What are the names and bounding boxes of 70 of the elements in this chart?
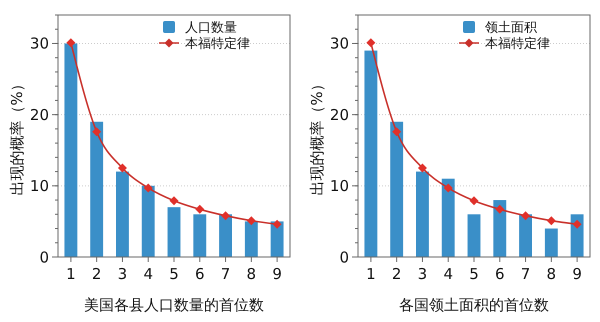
y-tick-label: 20	[30, 106, 49, 124]
point	[366, 38, 376, 48]
legend-label: 本福特定律	[185, 36, 250, 52]
y-tick-label: 10	[30, 177, 49, 196]
bar	[270, 221, 284, 257]
x-tick-label: 9	[272, 265, 282, 283]
point	[495, 204, 504, 214]
bar	[90, 122, 104, 257]
y-tick-label: 0	[339, 248, 349, 266]
point	[246, 216, 256, 226]
point	[221, 211, 230, 220]
x-tick-label: 6	[495, 265, 505, 283]
bar	[493, 200, 506, 257]
legend-label: 人口数量	[185, 20, 237, 36]
y-axis-title: 出现的概率（%）	[8, 76, 26, 196]
point	[546, 216, 556, 226]
point	[66, 38, 76, 48]
bar	[390, 122, 404, 257]
x-tick-label: 2	[392, 265, 402, 283]
y-tick-label: 20	[330, 106, 349, 124]
x-tick-label: 5	[169, 265, 179, 283]
x-tick-label: 9	[572, 265, 582, 283]
point	[418, 164, 427, 173]
bar	[64, 43, 78, 257]
bar	[519, 214, 532, 257]
point	[118, 164, 127, 173]
x-tick-label: 3	[118, 265, 128, 283]
x-tick-label: 7	[220, 265, 230, 283]
bar	[244, 221, 258, 257]
point	[272, 220, 282, 229]
x-tick-label: 8	[246, 265, 256, 283]
legend-label: 本福特定律	[485, 36, 550, 52]
x-axis-title: 各国领土面积的首位数	[399, 296, 549, 314]
y-tick-label: 30	[330, 34, 349, 53]
bar	[442, 178, 455, 257]
x-tick-label: 8	[546, 265, 556, 283]
bar	[544, 228, 558, 257]
y-tick-label: 0	[39, 248, 49, 266]
x-tick-label: 2	[92, 265, 102, 283]
legend-label: 领土面积	[485, 20, 537, 36]
x-tick-label: 1	[66, 265, 76, 283]
point	[170, 196, 178, 206]
x-tick-label: 5	[469, 265, 479, 283]
x-tick-label: 7	[520, 265, 530, 283]
bar	[168, 207, 180, 257]
point	[195, 204, 204, 214]
point	[144, 183, 153, 192]
y-tick-label: 30	[30, 34, 49, 53]
x-tick-label: 4	[143, 265, 153, 283]
point	[392, 127, 402, 136]
bar	[416, 172, 429, 257]
x-axis-title: 美国各县人口数量的首位数	[84, 296, 264, 314]
bar	[364, 50, 378, 257]
bar	[116, 172, 129, 257]
bar	[468, 214, 480, 257]
x-tick-label: 4	[443, 265, 453, 283]
point	[470, 196, 478, 206]
bar	[219, 214, 232, 257]
x-tick-label: 3	[418, 265, 428, 283]
bar	[142, 186, 155, 257]
point	[572, 220, 582, 229]
y-tick-label: 10	[330, 177, 349, 196]
bar	[570, 214, 584, 257]
y-axis-title: 出现的概率（%）	[308, 76, 326, 196]
bar	[193, 214, 206, 257]
x-tick-label: 1	[366, 265, 376, 283]
point	[521, 211, 530, 220]
point	[92, 127, 102, 136]
x-tick-label: 6	[195, 265, 205, 283]
point	[444, 183, 453, 192]
